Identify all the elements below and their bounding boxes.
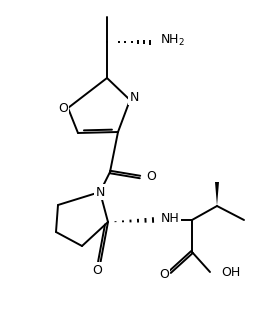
Text: O: O [159,268,169,281]
Text: OH: OH [221,267,240,280]
Text: N: N [129,91,139,104]
Polygon shape [215,182,219,206]
Text: N: N [95,186,105,199]
Text: O: O [146,170,156,183]
Text: NH$_2$: NH$_2$ [160,33,185,47]
Text: NH: NH [161,211,180,224]
Text: O: O [92,264,102,277]
Text: O: O [58,102,68,115]
